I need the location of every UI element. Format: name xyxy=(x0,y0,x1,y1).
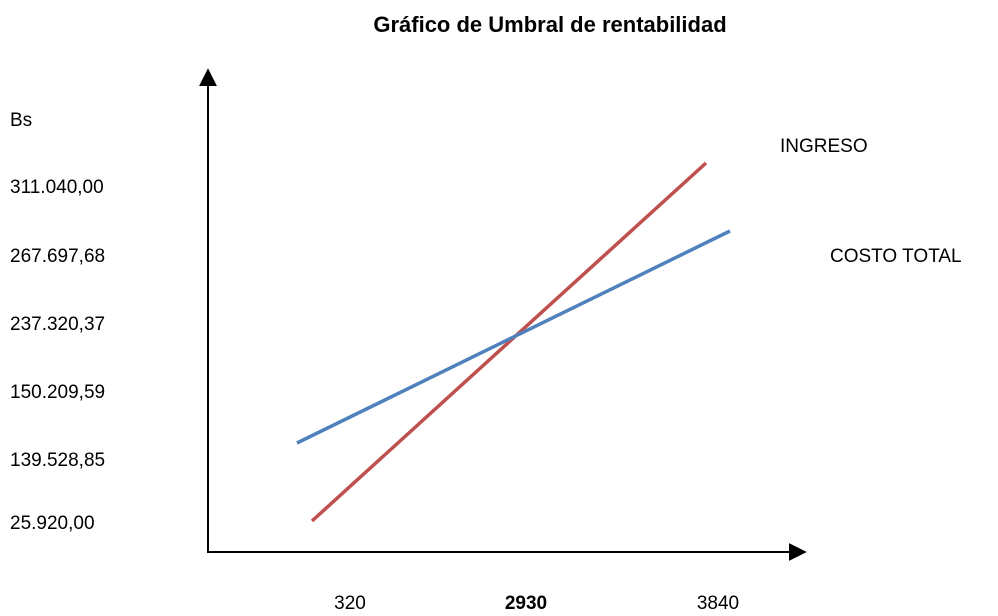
y-label: 267.697,68 xyxy=(10,246,105,267)
y-label: 139.528,85 xyxy=(10,450,105,471)
y-axis-label: Bs xyxy=(10,110,32,131)
ingreso-line xyxy=(310,161,708,523)
x-label: 3840 xyxy=(697,593,739,614)
x-label: 320 xyxy=(334,593,366,614)
costo-line xyxy=(296,229,731,445)
x-labels: 320 2930 3840 xyxy=(334,593,739,614)
y-label: 150.209,59 xyxy=(10,382,105,403)
series-label: INGRESO xyxy=(780,136,868,157)
series-label: COSTO TOTAL xyxy=(830,246,962,267)
chart-title: Gráfico de Umbral de rentabilidad xyxy=(373,12,726,37)
y-label: 311.040,00 xyxy=(10,177,104,198)
y-label: 25.920,00 xyxy=(10,513,95,534)
y-labels: 311.040,00 267.697,68 237.320,37 150.209,59… xyxy=(10,177,105,534)
x-label: 2930 xyxy=(505,593,547,614)
y-label: 237.320,37 xyxy=(10,314,105,335)
